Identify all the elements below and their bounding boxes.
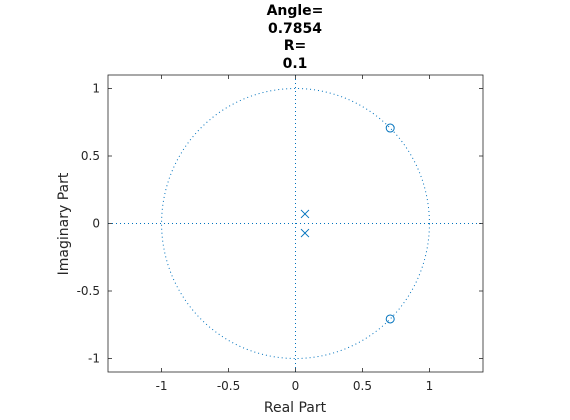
tick-marks (108, 75, 483, 372)
title-line-r-label: R= (284, 38, 307, 54)
pole-marker-stroke (300, 228, 310, 238)
reference-lines (108, 75, 483, 372)
unit-circle (161, 88, 430, 359)
zero-marker (385, 123, 395, 133)
title-line-angle-value: 0.7854 (268, 21, 322, 37)
zero-marker (385, 314, 395, 324)
x-tick-label: -0.5 (217, 379, 240, 393)
y-axis-label: Imaginary Part (56, 172, 72, 275)
title-line-r-value: 0.1 (283, 56, 308, 72)
x-tick-label: 0.5 (353, 379, 372, 393)
title-line-angle-label: Angle= (267, 3, 324, 19)
x-tick-label: 0 (292, 379, 300, 393)
x-tick-label: -1 (156, 379, 168, 393)
tick-labels: -1 -0.5 0 0.5 1 -1 -0.5 0 0.5 1 (77, 82, 434, 394)
y-tick-label: 0 (92, 217, 100, 231)
pole-marker-stroke (300, 209, 310, 219)
y-tick-label: 0.5 (81, 149, 100, 163)
y-tick-label: -0.5 (77, 284, 100, 298)
pole-marker (300, 209, 310, 219)
x-tick-label: 1 (426, 379, 434, 393)
y-tick-label: 1 (92, 82, 100, 96)
x-axis-label: Real Part (264, 400, 327, 416)
pole-zero-markers (300, 123, 395, 324)
y-tick-label: -1 (88, 352, 100, 366)
pole-marker (300, 228, 310, 238)
